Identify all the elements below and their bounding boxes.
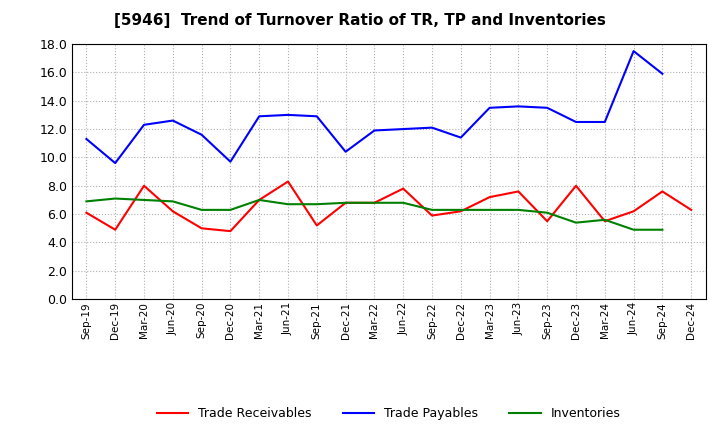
Trade Receivables: [284, 179, 292, 184]
Trade Payables: [428, 125, 436, 130]
Inventories: [658, 227, 667, 232]
Line: Inventories: Inventories: [86, 198, 662, 230]
Inventories: [226, 207, 235, 213]
Trade Payables: [572, 119, 580, 125]
Line: Trade Payables: Trade Payables: [86, 51, 662, 163]
Trade Receivables: [514, 189, 523, 194]
Trade Receivables: [82, 210, 91, 215]
Inventories: [600, 217, 609, 223]
Trade Payables: [341, 149, 350, 154]
Trade Receivables: [140, 183, 148, 188]
Trade Payables: [485, 105, 494, 110]
Trade Receivables: [600, 219, 609, 224]
Trade Payables: [543, 105, 552, 110]
Inventories: [485, 207, 494, 213]
Trade Payables: [255, 114, 264, 119]
Trade Payables: [312, 114, 321, 119]
Trade Payables: [140, 122, 148, 128]
Trade Payables: [111, 161, 120, 166]
Inventories: [82, 199, 91, 204]
Inventories: [111, 196, 120, 201]
Inventories: [341, 200, 350, 205]
Trade Payables: [456, 135, 465, 140]
Inventories: [514, 207, 523, 213]
Trade Payables: [629, 48, 638, 54]
Trade Payables: [82, 136, 91, 142]
Trade Receivables: [658, 189, 667, 194]
Inventories: [629, 227, 638, 232]
Inventories: [428, 207, 436, 213]
Trade Receivables: [370, 200, 379, 205]
Trade Receivables: [543, 219, 552, 224]
Trade Payables: [658, 71, 667, 77]
Text: [5946]  Trend of Turnover Ratio of TR, TP and Inventories: [5946] Trend of Turnover Ratio of TR, TP…: [114, 13, 606, 28]
Trade Receivables: [687, 207, 696, 213]
Trade Receivables: [111, 227, 120, 232]
Trade Payables: [399, 126, 408, 132]
Trade Payables: [514, 104, 523, 109]
Trade Payables: [600, 119, 609, 125]
Inventories: [168, 199, 177, 204]
Trade Payables: [197, 132, 206, 137]
Trade Receivables: [341, 200, 350, 205]
Inventories: [312, 202, 321, 207]
Trade Payables: [226, 159, 235, 164]
Trade Payables: [370, 128, 379, 133]
Inventories: [197, 207, 206, 213]
Trade Receivables: [456, 209, 465, 214]
Trade Receivables: [226, 228, 235, 234]
Trade Receivables: [255, 197, 264, 202]
Inventories: [255, 197, 264, 202]
Trade Receivables: [485, 194, 494, 200]
Trade Receivables: [399, 186, 408, 191]
Trade Payables: [284, 112, 292, 117]
Trade Receivables: [168, 209, 177, 214]
Trade Receivables: [629, 209, 638, 214]
Trade Receivables: [428, 213, 436, 218]
Inventories: [572, 220, 580, 225]
Inventories: [140, 197, 148, 202]
Inventories: [399, 200, 408, 205]
Legend: Trade Receivables, Trade Payables, Inventories: Trade Receivables, Trade Payables, Inven…: [152, 403, 626, 425]
Trade Receivables: [572, 183, 580, 188]
Line: Trade Receivables: Trade Receivables: [86, 182, 691, 231]
Inventories: [456, 207, 465, 213]
Trade Receivables: [312, 223, 321, 228]
Inventories: [284, 202, 292, 207]
Inventories: [543, 210, 552, 215]
Trade Receivables: [197, 226, 206, 231]
Inventories: [370, 200, 379, 205]
Trade Payables: [168, 118, 177, 123]
